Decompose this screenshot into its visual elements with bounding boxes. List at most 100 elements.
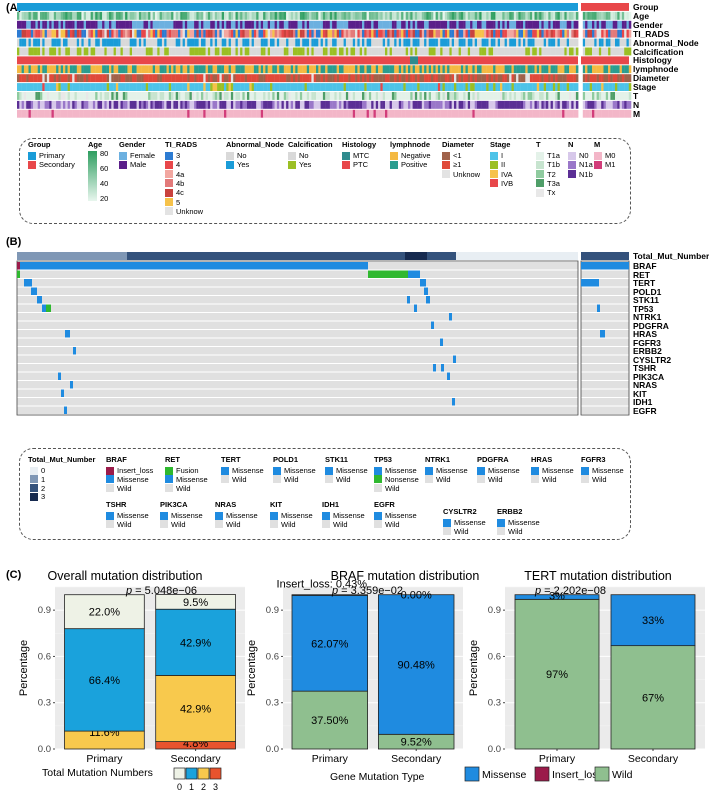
bar-segment-wild [514, 598, 600, 750]
legend-item: Unknow [442, 170, 480, 179]
legend-label: M1 [605, 160, 616, 170]
legend-label: <1 [453, 151, 462, 160]
legend-label: Missense [117, 511, 149, 520]
legend-item: II [490, 160, 505, 169]
mutation-mark-ret [408, 270, 420, 278]
legend-label: 4a [176, 169, 185, 179]
y-tick-label: 0.9 [38, 605, 51, 616]
legend-swatch [443, 518, 451, 527]
legend-item: Missense [374, 466, 417, 475]
legend-title-abnormal-node: Abnormal_Node [226, 140, 284, 149]
legend-label: Wild [117, 519, 132, 529]
legend-item: MTC [342, 151, 369, 160]
legend-swatch [594, 766, 610, 782]
panel-label-c: (C) [6, 569, 22, 581]
legend-item: 3 [165, 151, 180, 160]
y-tick-label: 0.0 [488, 744, 501, 755]
bar-chart-braf: 0.0 0.3 0.6 0.9 Percentage Primary 37.50% 62.07… [246, 579, 463, 765]
mutation-mark-idh1 [452, 398, 455, 406]
legend-swatch [536, 160, 544, 169]
track-diameter [17, 74, 632, 83]
legend-label: II [501, 160, 506, 170]
chart-title-braf: BRAF mutation distribution [330, 569, 480, 583]
legend-swatch [464, 766, 480, 782]
legend-item: Wild [273, 475, 299, 484]
legend-label: 4 [176, 160, 181, 170]
mutation-mark-tp53 [414, 304, 417, 312]
bar-segment-missense [377, 594, 455, 735]
legend-item: Missense [325, 466, 368, 475]
legend-item: I [490, 151, 503, 160]
legend-swatch [490, 151, 498, 160]
legend-label: Wild [385, 519, 400, 529]
legend-title-egfr: EGFR [374, 500, 395, 509]
data-label: 90.48% [398, 660, 436, 672]
clinical-legend-box [19, 138, 631, 224]
legend-item: 4b [165, 179, 184, 188]
tmn-level: 2 [30, 484, 45, 493]
legend-swatch [28, 160, 36, 169]
legend-item: Missense [106, 511, 149, 520]
p-value: p = 2.202e−08 [534, 585, 606, 597]
gene-label-hras: HRAS [633, 329, 658, 339]
legend-item: Missense [322, 511, 365, 520]
p-value: p = 3.359e−02 [331, 585, 403, 597]
legend-label: 0 [177, 782, 182, 792]
legend-title-age: Age [88, 140, 103, 149]
legend-item: Yes [288, 160, 311, 169]
legend-swatch [221, 475, 229, 484]
legend-title-m: M [594, 140, 601, 149]
legend-item: Missense [273, 466, 316, 475]
legend-swatch [215, 520, 223, 529]
legend-title: Gene Mutation Type [330, 771, 425, 783]
legend-label: Wild [281, 519, 296, 529]
track-label-n: N [633, 99, 640, 110]
legend-item: M1 [594, 160, 615, 169]
legend-label: ≥1 [453, 160, 462, 170]
legend-item: 4c [165, 188, 184, 197]
legend-swatch [536, 170, 544, 179]
legend-title-stk11: STK11 [325, 455, 348, 464]
legend-title-kit: KIT [270, 500, 283, 509]
legend-item: 5 [165, 198, 180, 207]
mutation-mark-pik3ca [58, 372, 61, 380]
legend-swatch [325, 466, 333, 475]
legend-label: 3 [213, 782, 218, 792]
bar-segment-insert-loss [291, 594, 368, 596]
legend-item: Missense [160, 511, 203, 520]
legend-swatch [531, 466, 539, 475]
legend-item: M0 [594, 151, 615, 160]
legend-label: MTC [353, 151, 370, 160]
y-tick-label: 0.0 [266, 744, 279, 755]
legend-title-stage: Stage [490, 140, 511, 149]
legend-title-ret: RET [165, 455, 180, 464]
legend-item: Missense [425, 466, 468, 475]
gene-mutation-type-legend: Gene Mutation Type Missense Insert_loss Wil… [330, 766, 633, 783]
legend-title-cysltr2: CYSLTR2 [443, 507, 477, 516]
legend-label: 3 [41, 492, 46, 502]
legend-item: Wild [270, 520, 296, 529]
track-label-t: T [633, 91, 639, 101]
legend-label: 0 [41, 466, 46, 475]
legend-label: T3a [547, 178, 560, 188]
track-n [17, 100, 632, 109]
legend-item: Wild [165, 484, 191, 493]
mutation-mark-fgfr3 [440, 338, 443, 346]
legend-label: Wild [171, 519, 186, 529]
legend-swatch [28, 151, 36, 160]
legend-label: Negative [401, 151, 431, 160]
bar-segment-0 [155, 594, 236, 610]
legend-item: Wild [581, 475, 607, 484]
legend-item: Wild [477, 475, 503, 484]
legend-item: IVA [490, 170, 513, 179]
legend-item: T3a [536, 179, 560, 188]
data-label: Insert_loss: 0.43% [277, 579, 368, 591]
legend-title-diameter: Diameter [442, 140, 475, 149]
mutation-mark-tert [24, 279, 32, 287]
legend-label: Missense [336, 466, 368, 475]
legend-label: Missense [176, 474, 208, 484]
legend-label: Wild [612, 769, 633, 781]
mutation-mark-tp53 [42, 304, 47, 312]
track-label-m: M [633, 108, 641, 119]
bar-segment-missense [610, 594, 696, 647]
